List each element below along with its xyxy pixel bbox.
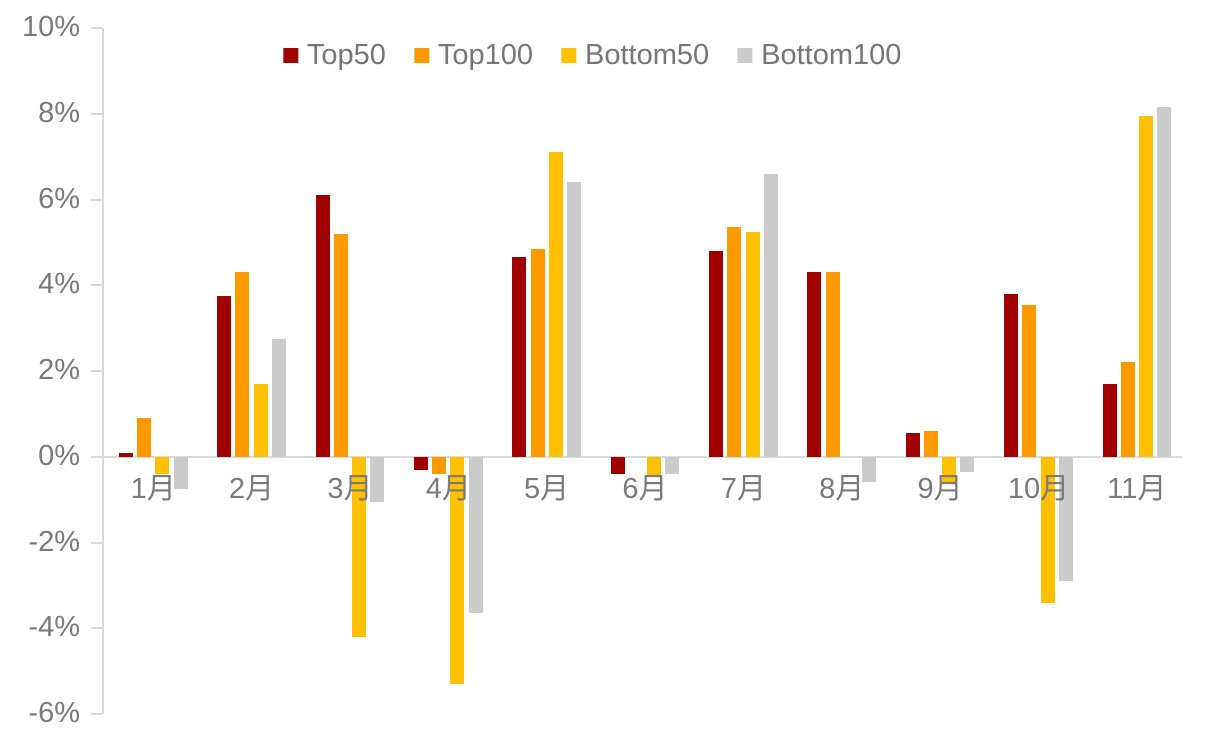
bar-bottom100-m9 (960, 456, 975, 472)
x-axis-label-month-11: 11月 (1107, 473, 1167, 505)
bar-bottom100-m5 (566, 182, 581, 457)
x-axis-label-month-9: 9月 (917, 473, 963, 505)
bar-top100-m11 (1120, 362, 1135, 457)
y-axis-label-8pct: 8% (38, 96, 80, 129)
bar-top100-m1 (137, 418, 152, 457)
bar-bottom100-m1 (173, 456, 188, 489)
bar-top50-m5 (512, 257, 527, 457)
y-axis-tick-4pct (91, 284, 102, 287)
legend-item-bottom50: Bottom50 (561, 40, 709, 70)
bar-bottom100-m7 (763, 173, 778, 457)
y-axis-tick-2pct (91, 370, 102, 372)
legend-item-bottom100: Bottom100 (737, 40, 901, 70)
bar-bottom100-m6 (665, 456, 680, 474)
bar-top100-m9 (924, 431, 938, 457)
bar-top100-m7 (727, 227, 742, 457)
x-axis-label-month-5: 5月 (524, 473, 570, 505)
bar-top50-m9 (905, 433, 920, 457)
bar-bottom100-m2 (271, 338, 286, 457)
x-axis-label-month-6: 6月 (622, 473, 668, 505)
bar-top100-m8 (825, 272, 840, 457)
y-axis-label-6pct: 6% (38, 182, 80, 215)
bar-bottom100-m8 (862, 456, 876, 483)
x-axis-label-month-8: 8月 (819, 473, 865, 505)
x-axis-label-month-1: 1月 (130, 473, 176, 505)
legend-swatch-bottom100 (737, 47, 753, 63)
bar-bottom50-m10 (1040, 456, 1055, 603)
x-axis-label-month-10: 10月 (1007, 473, 1070, 505)
legend-swatch-bottom50 (561, 47, 577, 63)
bar-top50-m11 (1102, 383, 1117, 457)
bar-bottom100-m11 (1157, 107, 1172, 457)
y-axis-tick-10pct (91, 27, 102, 29)
x-axis-label-month-7: 7月 (720, 473, 766, 505)
bar-top100-m3 (333, 233, 348, 457)
bar-top100-m2 (235, 272, 250, 457)
bar-top100-m10 (1022, 304, 1037, 457)
y-axis-line (102, 28, 104, 714)
legend-swatch-top100 (413, 47, 429, 63)
bar-bottom50-m5 (548, 152, 563, 457)
bar-top50-m8 (807, 272, 822, 457)
bar-top100-m4 (432, 456, 447, 474)
y-axis-tick-6pct (91, 198, 102, 201)
y-axis-label-0pct: 0% (38, 439, 80, 472)
bar-top50-m1 (118, 452, 133, 457)
bar-bottom50-m2 (253, 383, 268, 457)
bar-top50-m6 (610, 456, 625, 474)
legend-label-bottom50: Bottom50 (585, 39, 710, 71)
y-axis-tick--6pct (91, 713, 102, 715)
legend-label-bottom100: Bottom100 (761, 39, 902, 71)
y-axis-tick--4pct (91, 627, 102, 630)
y-axis-tick--2pct (91, 541, 102, 544)
bar-top50-m2 (217, 296, 232, 457)
x-axis-label-month-2: 2月 (228, 473, 275, 505)
legend-swatch-top50 (282, 47, 298, 63)
y-axis-label-10pct: 10% (21, 11, 80, 43)
bar-top100-m5 (530, 248, 545, 457)
bar-top50-m4 (414, 456, 428, 470)
bar-bottom50-m3 (352, 456, 366, 637)
x-axis-label-month-3: 3月 (327, 473, 373, 505)
legend-item-top50: Top50 (282, 39, 386, 71)
bar-bottom50-m6 (647, 456, 662, 477)
bar-bottom50-m9 (942, 456, 957, 483)
y-axis-label--6pct: -6% (28, 697, 80, 729)
legend-item-top100: Top100 (413, 39, 534, 71)
bar-top50-m10 (1004, 293, 1019, 457)
y-axis-label--4pct: -4% (28, 611, 80, 644)
y-axis-tick-0pct (91, 455, 102, 458)
x-axis-label-month-4: 4月 (425, 473, 471, 505)
y-axis-label--2pct: -2% (28, 525, 80, 558)
y-axis-tick-8pct (91, 112, 102, 115)
bar-top50-m3 (315, 195, 330, 457)
y-axis-label-2pct: 2% (38, 354, 80, 386)
bar-bottom50-m1 (155, 456, 170, 474)
chart-legend: Top50 Top100 Bottom50 Bottom100 (282, 39, 902, 71)
bar-bottom50-m7 (745, 231, 760, 457)
zero-baseline (104, 455, 1182, 458)
legend-label-top100: Top100 (437, 39, 534, 71)
bar-bottom100-m4 (468, 456, 483, 614)
y-axis-label-4pct: 4% (38, 268, 80, 301)
legend-label-top50: Top50 (306, 39, 386, 71)
bar-bottom100-m3 (370, 456, 385, 502)
bar-bottom100-m10 (1058, 456, 1073, 582)
bar-bottom50-m11 (1138, 115, 1153, 457)
bar-bottom50-m4 (450, 456, 465, 684)
bar-top50-m7 (709, 251, 724, 457)
